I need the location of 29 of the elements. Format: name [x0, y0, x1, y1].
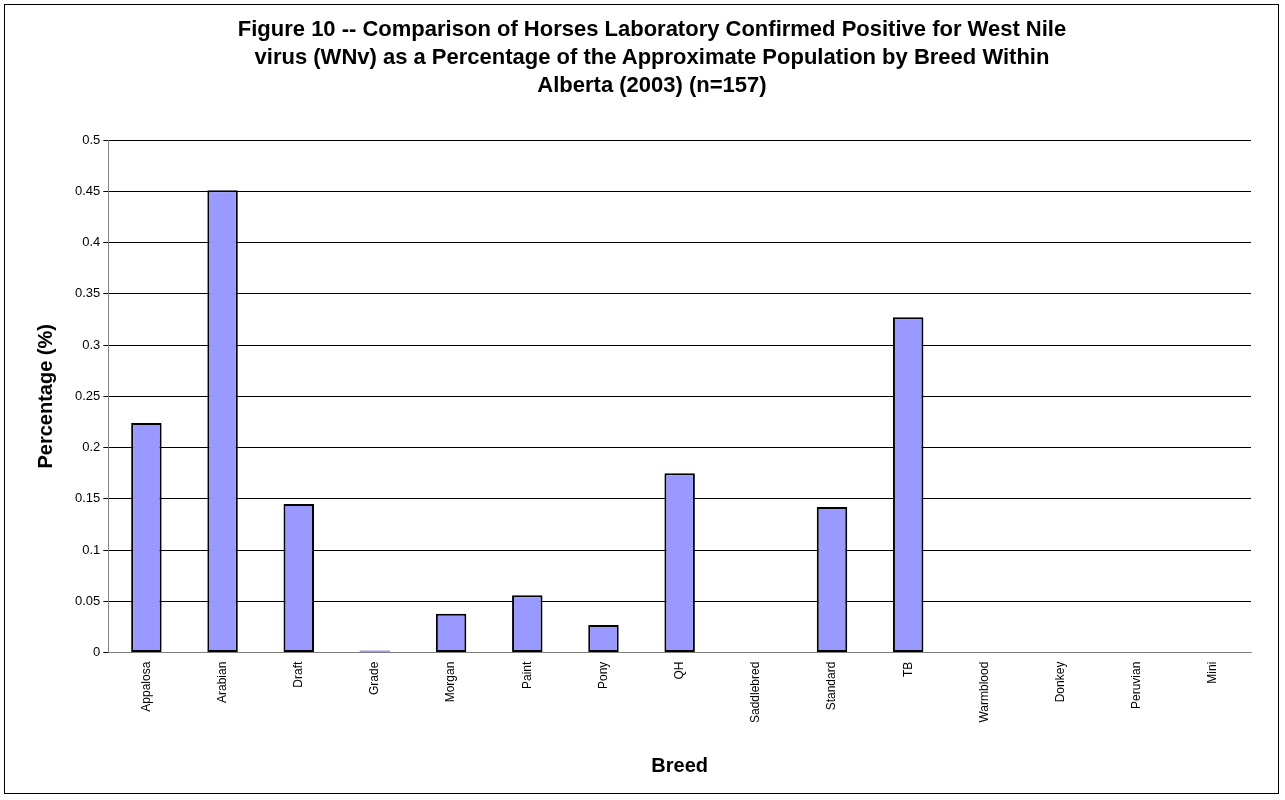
x-tick-label: Standard — [824, 661, 839, 711]
y-tick-label: 0.45 — [74, 182, 101, 198]
x-tick-label: TB — [900, 661, 915, 677]
x-tick-label: Arabian — [214, 661, 229, 703]
x-tick-label: Mini — [1205, 661, 1220, 684]
y-axis-title: Percentage (%) — [33, 324, 56, 469]
x-tick-label: Paint — [519, 660, 534, 689]
x-tick-label: Draft — [291, 660, 306, 688]
x-tick-label: Morgan — [443, 661, 458, 703]
x-axis-title: Breed — [651, 753, 708, 776]
y-tick-label: 0.5 — [82, 131, 101, 147]
y-tick-label: 0.2 — [82, 439, 101, 455]
y-tick-label: 0.1 — [82, 541, 101, 557]
x-tick-label: Peruvian — [1129, 661, 1144, 709]
x-tick-label: Warmblood — [976, 661, 991, 723]
y-tick-label: 0 — [93, 644, 101, 660]
x-tick-label: Pony — [595, 661, 610, 689]
y-tick-label: 0.15 — [74, 490, 101, 506]
y-tick-label: 0.4 — [82, 234, 101, 250]
x-tick-label: Appalosa — [138, 661, 153, 712]
y-tick-label: 0.25 — [74, 387, 101, 403]
x-tick-label: Grade — [367, 661, 382, 695]
x-tick-label: Saddlebred — [748, 661, 763, 724]
y-tick-label: 0.05 — [74, 592, 101, 608]
x-tick-label: QH — [671, 661, 686, 680]
chart-title: Figure 10 -- Comparison of Horses Laboratory Confirmed Positive for West Nile virus (WNv) as a Percentage of the Approximate Population by Breed Within Alberta (2003) (n=157) — [237, 15, 1067, 99]
y-tick-label: 0.35 — [74, 285, 101, 301]
x-tick-label: Donkey — [1052, 661, 1067, 703]
y-tick-label: 0.3 — [82, 336, 101, 352]
